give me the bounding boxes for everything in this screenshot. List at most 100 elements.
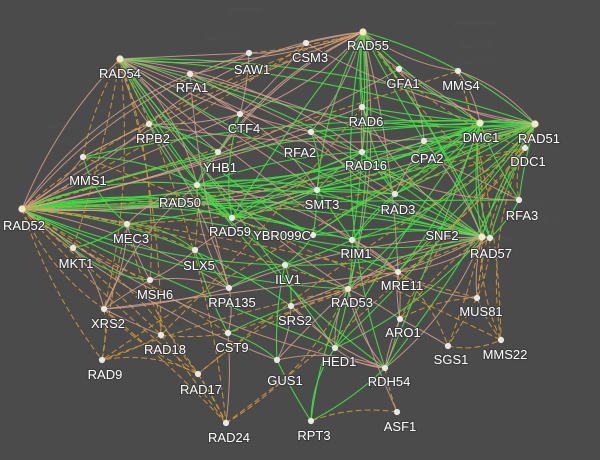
graph-node-cpa2[interactable]: [420, 137, 428, 145]
edge-coexpression: [316, 123, 536, 191]
graph-node-rad55[interactable]: [359, 28, 367, 36]
graph-node-rad17[interactable]: [194, 370, 202, 378]
edge-coexpression: [316, 189, 353, 241]
edge-genetic: [21, 208, 196, 251]
graph-node-mms1[interactable]: [79, 153, 87, 161]
graph-node-sgs1[interactable]: [444, 342, 452, 350]
node-label-xrs2: XRS2: [91, 316, 125, 331]
edge-physical: [148, 113, 241, 125]
edge-genetic: [149, 279, 162, 336]
edge-physical: [347, 288, 398, 413]
edge-physical: [239, 52, 250, 115]
graph-node-saw1[interactable]: [245, 49, 253, 57]
edge-physical: [82, 123, 150, 158]
graph-node-rad50[interactable]: [193, 181, 201, 189]
graph-node-rad24[interactable]: [222, 419, 230, 427]
graph-node-smt3[interactable]: [313, 186, 321, 194]
edge-genetic: [399, 236, 483, 320]
edge-genetic: [21, 42, 307, 210]
graph-node-slx5[interactable]: [191, 246, 199, 254]
edge-physical: [103, 287, 230, 310]
graph-node-rad57[interactable]: [486, 234, 494, 242]
edge-genetic: [447, 236, 483, 347]
graph-node-mre11[interactable]: [394, 268, 402, 276]
edge-genetic: [119, 58, 162, 336]
edge-coexpression: [351, 122, 481, 241]
graph-node-rad59[interactable]: [228, 214, 236, 222]
graph-node-asf1[interactable]: [393, 408, 401, 416]
node-label-mms22: MMS22: [483, 347, 528, 362]
edge-physical: [397, 271, 478, 299]
graph-node-rad18[interactable]: [157, 331, 165, 339]
edge-genetic: [160, 334, 227, 424]
node-label-rad9: RAD9: [88, 367, 123, 382]
node-label-hed1: HED1: [322, 354, 357, 369]
graph-node-rfa3[interactable]: [515, 196, 523, 204]
graph-node-rpb2[interactable]: [145, 120, 153, 128]
graph-node-hed1[interactable]: [331, 344, 339, 352]
graph-node-rpt3[interactable]: [307, 417, 315, 425]
graph-node-rad6[interactable]: [358, 103, 366, 111]
graph-node-rdh54[interactable]: [381, 364, 389, 372]
graph-node-ybr099c[interactable]: [309, 231, 317, 239]
edge-physical: [21, 208, 230, 289]
graph-node-srs2[interactable]: [287, 302, 295, 310]
graph-node-mus81[interactable]: [473, 294, 481, 302]
graph-node-gfa1[interactable]: [395, 65, 403, 73]
graph-node-rim1[interactable]: [348, 236, 356, 244]
edge-coexpression: [310, 347, 336, 422]
graph-node-snf2[interactable]: [478, 233, 486, 241]
edge-coexpression: [196, 151, 219, 186]
edge-coexpression: [126, 223, 196, 251]
graph-node-rfa2[interactable]: [307, 128, 315, 136]
graph-node-mms22[interactable]: [497, 336, 505, 344]
graph-node-rad52[interactable]: [18, 205, 26, 213]
graph-node-gus1[interactable]: [273, 356, 281, 364]
edge-physical: [276, 305, 292, 361]
node-label-sgs1: SGS1: [434, 352, 469, 367]
graph-node-xrs2[interactable]: [100, 305, 108, 313]
graph-node-rad54[interactable]: [116, 55, 124, 63]
node-label-snf2: SNF2: [425, 228, 458, 243]
graph-node-mkt1[interactable]: [69, 244, 77, 252]
edge-coexpression: [119, 58, 483, 238]
edge-physical: [21, 73, 191, 210]
node-label-csm3: CSM3: [292, 50, 328, 65]
graph-node-ctf4[interactable]: [236, 110, 244, 118]
graph-node-rad53[interactable]: [344, 285, 352, 293]
edge-coexpression: [196, 184, 233, 219]
node-label-dmc1: DMC1: [463, 130, 500, 145]
graph-node-yhb1[interactable]: [214, 148, 222, 156]
edge-coexpression: [347, 123, 536, 290]
edge-coexpression: [21, 203, 491, 239]
edge-physical: [248, 42, 307, 54]
edge-coexpression: [228, 264, 286, 289]
graph-node-rad3[interactable]: [391, 190, 399, 198]
graph-node-rad51[interactable]: [531, 120, 539, 128]
graph-node-rfa1[interactable]: [186, 70, 194, 78]
edge-coexpression: [227, 332, 278, 361]
graph-node-cst9[interactable]: [224, 329, 232, 337]
graph-node-rad16[interactable]: [358, 148, 366, 156]
graph-node-dmc1[interactable]: [476, 119, 484, 127]
graph-node-ddc1[interactable]: [521, 144, 529, 152]
graph-node-aro1[interactable]: [396, 315, 404, 323]
graph-node-msh6[interactable]: [146, 276, 154, 284]
graph-node-rad9[interactable]: [98, 356, 106, 364]
edge-physical: [310, 31, 364, 133]
edge-coexpression: [126, 123, 536, 225]
edge-coexpression: [316, 189, 396, 195]
graph-node-mms4[interactable]: [454, 67, 462, 75]
edge-physical: [384, 236, 483, 369]
graph-node-ilv1[interactable]: [281, 261, 289, 269]
graph-node-mec3[interactable]: [123, 220, 131, 228]
edge-coexpression: [312, 122, 481, 236]
graph-node-csm3[interactable]: [302, 39, 310, 47]
graph-node-rpa135[interactable]: [225, 284, 233, 292]
edge-physical: [119, 31, 364, 64]
edge-physical: [148, 123, 230, 289]
edge-physical: [290, 305, 336, 349]
edge-coexpression: [21, 181, 198, 210]
node-layer[interactable]: [18, 28, 539, 427]
